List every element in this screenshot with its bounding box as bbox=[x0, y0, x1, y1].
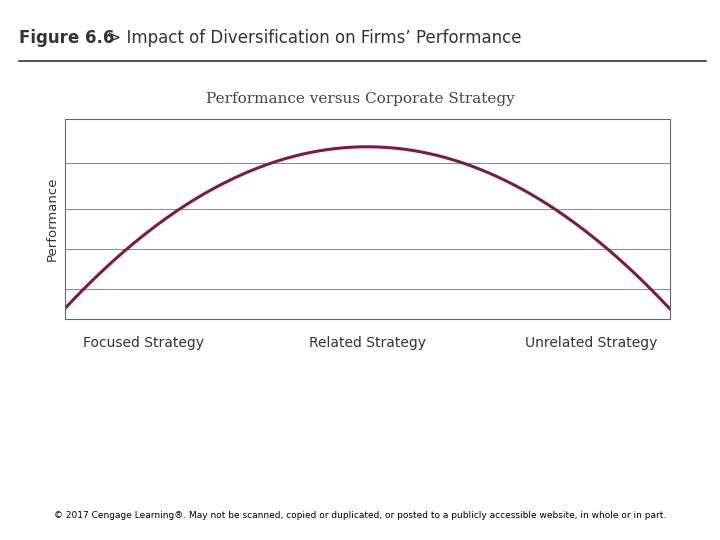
Y-axis label: Performance: Performance bbox=[46, 177, 59, 261]
Text: Performance versus Corporate Strategy: Performance versus Corporate Strategy bbox=[206, 92, 514, 106]
Text: Unrelated Strategy: Unrelated Strategy bbox=[525, 336, 657, 350]
Text: Figure 6.6: Figure 6.6 bbox=[19, 29, 114, 47]
Text: © 2017 Cengage Learning®. May not be scanned, copied or duplicated, or posted to: © 2017 Cengage Learning®. May not be sca… bbox=[54, 511, 666, 520]
Text: > Impact of Diversification on Firms’ Performance: > Impact of Diversification on Firms’ Pe… bbox=[102, 29, 522, 47]
Text: Related Strategy: Related Strategy bbox=[309, 336, 426, 350]
Text: Focused Strategy: Focused Strategy bbox=[83, 336, 204, 350]
